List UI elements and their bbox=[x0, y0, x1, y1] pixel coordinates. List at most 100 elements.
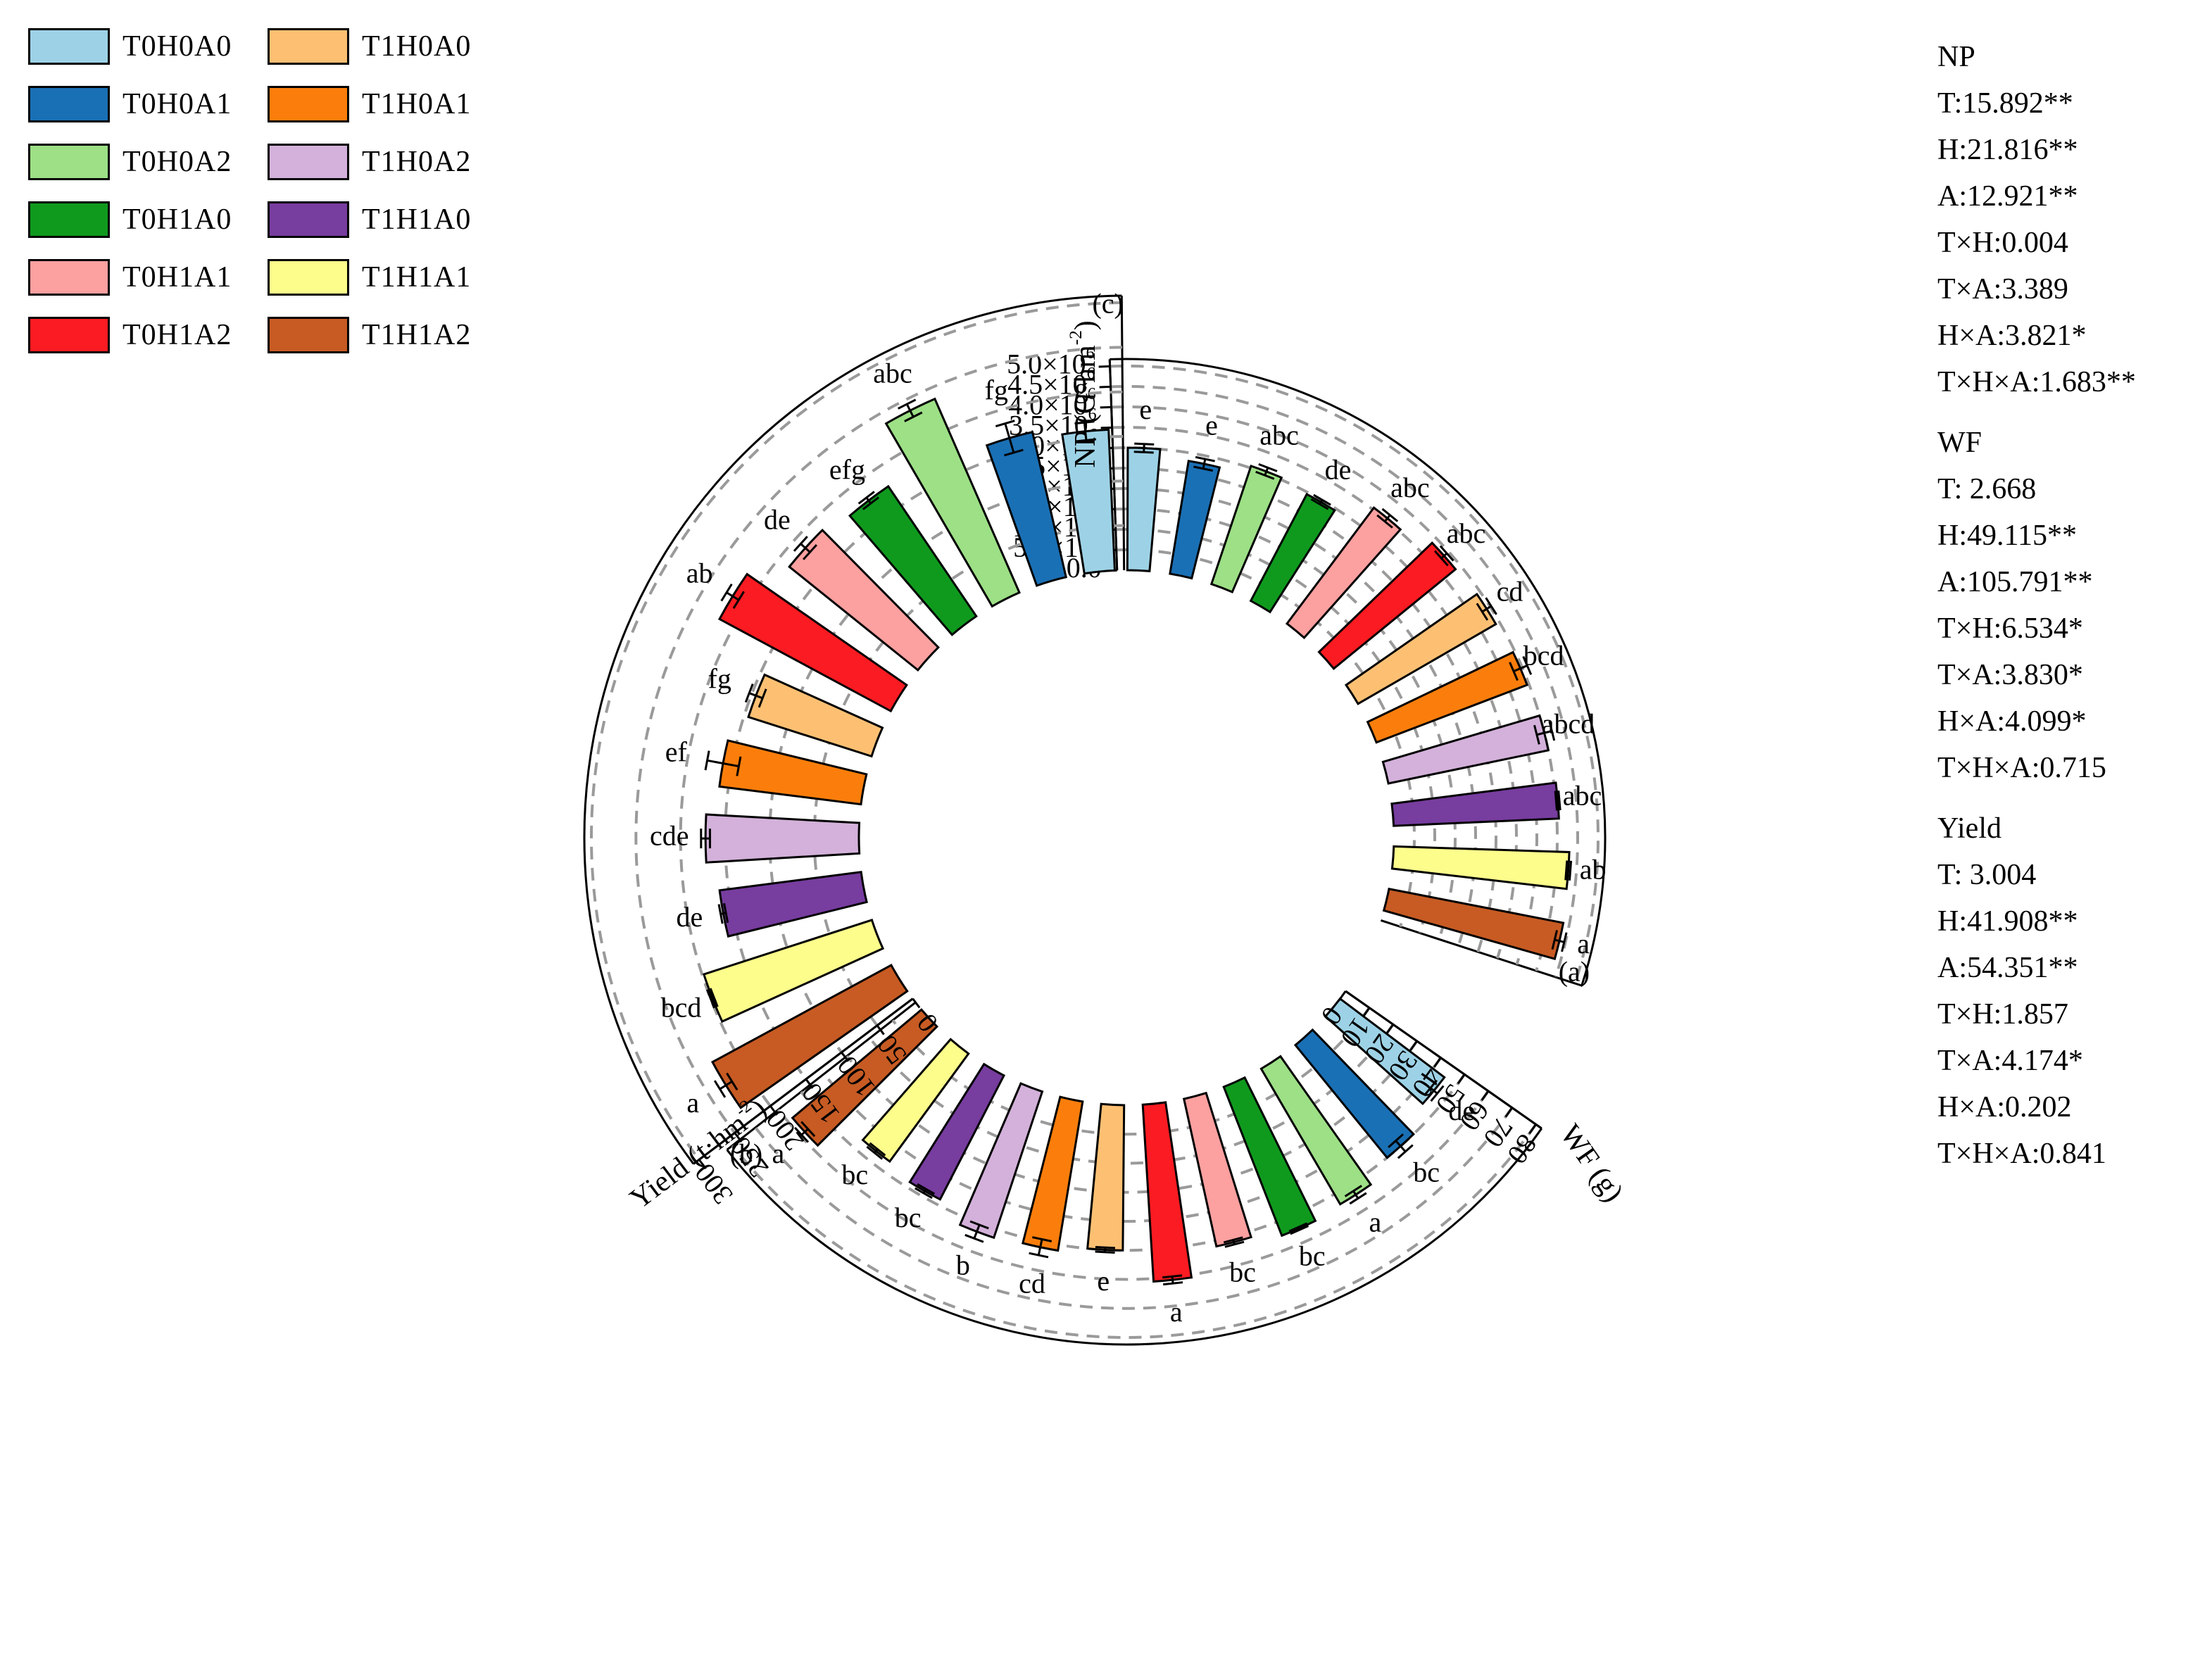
legend-item: T1H0A0 bbox=[268, 25, 471, 68]
legend-label: T0H0A1 bbox=[122, 88, 232, 120]
panel-outer-arc bbox=[583, 294, 1122, 1165]
axis-tick bbox=[1504, 1107, 1514, 1118]
error-cap bbox=[723, 902, 729, 923]
bar-T0H0A2 bbox=[1259, 1055, 1373, 1206]
error-cap bbox=[995, 420, 1015, 427]
significance-letter: e bbox=[1097, 1265, 1110, 1297]
bar-T1H0A2 bbox=[1381, 714, 1550, 785]
significance-letter: e bbox=[1139, 394, 1152, 425]
bar-T1H1A0 bbox=[1390, 781, 1560, 827]
error-bar bbox=[1171, 1276, 1174, 1284]
bar-T1H0A1 bbox=[1021, 1095, 1084, 1252]
error-cap bbox=[1569, 860, 1573, 881]
stat-line: A:12.921** bbox=[1937, 180, 2078, 213]
error-cap bbox=[1557, 791, 1561, 811]
error-cap bbox=[917, 1183, 936, 1195]
error-cap bbox=[713, 1080, 727, 1098]
error-bar bbox=[973, 1224, 981, 1239]
axis-tick bbox=[876, 1024, 885, 1035]
error-bar bbox=[748, 692, 763, 700]
error-cap bbox=[897, 398, 917, 410]
legend-label: T1H0A2 bbox=[362, 146, 472, 178]
gridline bbox=[1113, 467, 1497, 952]
stat-title: WF bbox=[1937, 427, 1982, 459]
error-cap bbox=[1388, 1133, 1405, 1148]
error-bar bbox=[1554, 938, 1565, 943]
significance-letter: e bbox=[1205, 409, 1218, 441]
stat-line: T×A:3.389 bbox=[1937, 273, 2068, 306]
error-cap bbox=[857, 491, 875, 505]
legend-swatch bbox=[268, 86, 349, 122]
significance-letter: de bbox=[677, 901, 703, 933]
error-cap bbox=[744, 683, 754, 703]
error-cap bbox=[736, 756, 742, 776]
stat-line: H:21.816** bbox=[1937, 134, 2078, 166]
bar-T0H0A1 bbox=[1169, 460, 1221, 580]
significance-letter: a bbox=[772, 1138, 784, 1169]
error-bar bbox=[1383, 514, 1391, 522]
bar-T0H0A0 bbox=[1126, 446, 1162, 573]
stat-line: T×H×A:0.841 bbox=[1937, 1138, 2106, 1170]
significance-letter: de bbox=[764, 504, 791, 536]
legend-swatch bbox=[28, 317, 110, 353]
axis-tick bbox=[1099, 385, 1111, 389]
gridline bbox=[1111, 405, 1559, 971]
gridline bbox=[590, 301, 1122, 1161]
bar-T1H1A2 bbox=[1382, 887, 1565, 961]
bar-T1H0A0 bbox=[1086, 1102, 1126, 1252]
significance-letter: fg bbox=[708, 663, 731, 695]
error-bar bbox=[1083, 422, 1088, 441]
error-cap bbox=[1381, 508, 1399, 522]
error-cap bbox=[904, 411, 923, 422]
axis-tick bbox=[1098, 365, 1110, 368]
legend-item: T1H0A2 bbox=[268, 141, 471, 183]
legend-label: T1H0A0 bbox=[362, 30, 472, 63]
significance-letter: ab bbox=[1580, 853, 1607, 885]
error-bar bbox=[1037, 1239, 1043, 1256]
error-cap bbox=[1376, 514, 1393, 529]
bar-T0H1A1 bbox=[1285, 506, 1402, 640]
axis-line bbox=[1108, 359, 1119, 571]
panel-outer-arc bbox=[1110, 358, 1607, 986]
error-bar bbox=[1429, 1087, 1438, 1095]
axis-line bbox=[693, 997, 914, 1165]
significance-letter: de bbox=[1448, 1095, 1475, 1126]
error-cap bbox=[1134, 442, 1155, 446]
significance-letter: efg bbox=[829, 453, 865, 485]
bar-T0H0A0 bbox=[1324, 997, 1446, 1105]
legend-swatch bbox=[268, 317, 349, 353]
bar-T0H1A2 bbox=[717, 572, 909, 713]
error-cap bbox=[1224, 1240, 1245, 1248]
error-cap bbox=[1561, 932, 1568, 952]
error-bar bbox=[1264, 467, 1269, 476]
panel-yield: gfgabcefgdeabfgefcdedebcda05010015020025… bbox=[583, 288, 1126, 1210]
panel-edge-line bbox=[1120, 296, 1126, 571]
stat-line: T:15.892** bbox=[1937, 87, 2073, 120]
gridline bbox=[731, 1123, 1538, 1339]
bar-T1H1A2 bbox=[791, 1008, 939, 1147]
stat-line: H×A:0.202 bbox=[1937, 1091, 2072, 1123]
error-cap bbox=[866, 1145, 884, 1160]
gridline bbox=[754, 1107, 1514, 1310]
error-bar bbox=[1202, 458, 1207, 470]
error-cap bbox=[1349, 1192, 1367, 1205]
legend-item: T1H1A0 bbox=[268, 199, 471, 241]
legend-swatch bbox=[28, 144, 110, 180]
legend-item: T1H1A1 bbox=[268, 256, 471, 298]
axis-tick-label: 4.5×106 bbox=[1007, 365, 1095, 401]
significance-letter: bc bbox=[1229, 1256, 1256, 1288]
error-cap bbox=[1288, 1222, 1308, 1233]
bar-T1H1A2 bbox=[710, 964, 909, 1109]
stat-line: T×H:6.534* bbox=[1937, 612, 2083, 645]
gridline bbox=[1116, 548, 1416, 928]
bar-T0H0A2 bbox=[884, 397, 1021, 608]
stat-line: H:41.908** bbox=[1937, 905, 2078, 938]
error-cap bbox=[732, 591, 745, 609]
error-cap bbox=[1162, 1281, 1183, 1286]
error-cap bbox=[720, 583, 733, 602]
error-cap bbox=[1258, 462, 1278, 472]
stat-line: T: 2.668 bbox=[1937, 473, 2037, 505]
error-bar bbox=[1440, 552, 1448, 560]
error-bar bbox=[726, 591, 740, 601]
stat-line: T×H:1.857 bbox=[1937, 998, 2068, 1031]
